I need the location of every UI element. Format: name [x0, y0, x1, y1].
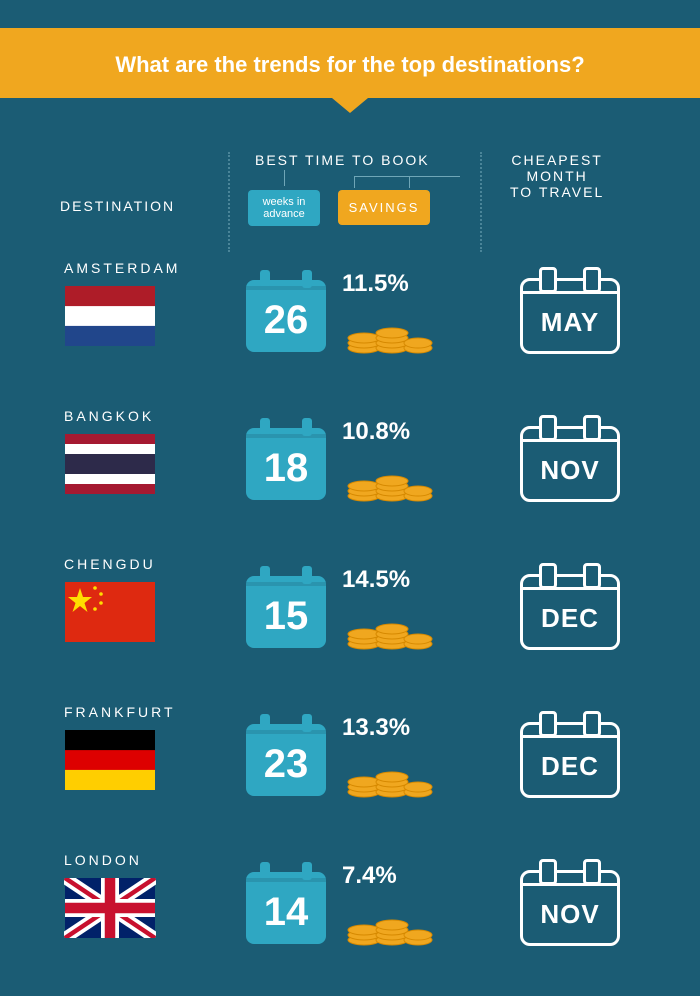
- pill-weeks: weeks in advance: [248, 190, 320, 226]
- month-calendar-icon: DEC: [520, 574, 620, 650]
- weeks-value: 23: [246, 742, 326, 787]
- month-calendar-icon: NOV: [520, 426, 620, 502]
- month-calendar-icon: DEC: [520, 722, 620, 798]
- weeks-calendar-icon: 26: [246, 280, 326, 352]
- header-cheapest: CHEAPEST MONTH TO TRAVEL: [510, 152, 604, 200]
- month-value: NOV: [523, 899, 617, 930]
- month-value: DEC: [523, 603, 617, 634]
- weeks-calendar-icon: 23: [246, 724, 326, 796]
- destination-row: BANGKOK 18 10.8% NOV: [0, 404, 700, 552]
- destination-name: AMSTERDAM: [64, 260, 180, 276]
- month-value: DEC: [523, 751, 617, 782]
- savings-value: 14.5%: [342, 566, 410, 594]
- savings-value: 7.4%: [342, 862, 397, 890]
- separator-1: [228, 152, 230, 252]
- savings-value: 11.5%: [342, 270, 409, 298]
- destination-row: CHENGDU 15 14.5% DEC: [0, 552, 700, 700]
- month-calendar-icon: NOV: [520, 870, 620, 946]
- weeks-value: 18: [246, 446, 326, 491]
- weeks-calendar-icon: 15: [246, 576, 326, 648]
- separator-2: [480, 152, 482, 252]
- coins-icon: [346, 452, 434, 502]
- destination-row: AMSTERDAM 26 11.5% MAY: [0, 256, 700, 404]
- pill-savings: SAVINGS: [338, 190, 430, 225]
- month-value: MAY: [523, 307, 617, 338]
- flag-icon: [64, 434, 156, 494]
- cheapest-l3: TO TRAVEL: [510, 184, 604, 200]
- coins-icon: [346, 304, 434, 354]
- destination-name: CHENGDU: [64, 556, 156, 572]
- bracket-lines: [244, 176, 460, 190]
- cheapest-l1: CHEAPEST: [511, 152, 602, 168]
- title-text: What are the trends for the top destinat…: [115, 52, 584, 77]
- month-calendar-icon: MAY: [520, 278, 620, 354]
- savings-value: 13.3%: [342, 714, 410, 742]
- title-banner: What are the trends for the top destinat…: [0, 28, 700, 98]
- destination-row: LONDON 14 7.4% NOV: [0, 848, 700, 996]
- header-best-time: BEST TIME TO BOOK: [255, 152, 430, 168]
- header-destination: DESTINATION: [60, 198, 175, 214]
- savings-value: 10.8%: [342, 418, 410, 446]
- flag-icon: [64, 286, 156, 346]
- weeks-value: 14: [246, 890, 326, 935]
- coins-icon: [346, 600, 434, 650]
- month-value: NOV: [523, 455, 617, 486]
- coins-icon: [346, 748, 434, 798]
- destination-name: FRANKFURT: [64, 704, 176, 720]
- weeks-calendar-icon: 18: [246, 428, 326, 500]
- flag-icon: [64, 730, 156, 790]
- weeks-calendar-icon: 14: [246, 872, 326, 944]
- flag-icon: [64, 582, 156, 642]
- destination-row: FRANKFURT 23 13.3% DEC: [0, 700, 700, 848]
- destination-name: LONDON: [64, 852, 142, 868]
- weeks-value: 15: [246, 594, 326, 639]
- flag-icon: [64, 878, 156, 938]
- weeks-value: 26: [246, 298, 326, 343]
- rows-container: AMSTERDAM 26 11.5% MAY BANGKOK 18 10.8% NOV CHEN…: [0, 256, 700, 996]
- destination-name: BANGKOK: [64, 408, 154, 424]
- cheapest-l2: MONTH: [526, 168, 587, 184]
- coins-icon: [346, 896, 434, 946]
